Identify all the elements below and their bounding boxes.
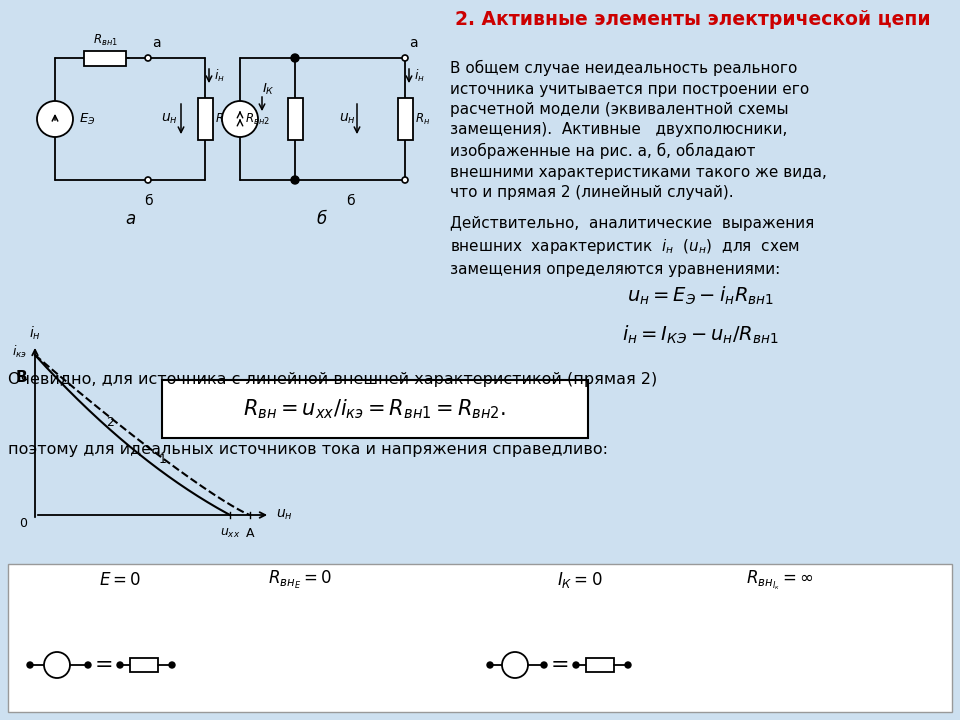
Text: б: б [346,194,354,208]
Circle shape [291,176,299,184]
Text: $i_{кэ}$: $i_{кэ}$ [12,344,27,360]
Text: Действительно,  аналитические  выражения
внешних  характеристик  $i_н$  ($u_н$) : Действительно, аналитические выражения в… [450,216,814,276]
Bar [198,98,212,140]
Text: б: б [144,194,153,208]
Text: $i_н$: $i_н$ [29,325,41,343]
Text: 0: 0 [19,517,27,530]
Bar [8,564,952,712]
Circle shape [573,662,579,668]
Text: $R_н$: $R_н$ [215,112,230,127]
Text: 1: 1 [158,453,166,466]
Bar [130,658,158,672]
Circle shape [222,101,258,137]
Text: $E = 0$: $E = 0$ [99,571,141,589]
Circle shape [117,662,123,668]
Text: $I_К$: $I_К$ [262,81,275,96]
Text: $R_н$: $R_н$ [415,112,430,127]
Bar [84,50,126,66]
Circle shape [402,177,408,183]
Text: $u_н$: $u_н$ [160,112,178,126]
Text: $u_н$: $u_н$ [339,112,355,126]
Text: б: б [317,210,327,228]
Text: $R_{вн} = u_{хх}/i_{кэ} = R_{вн1} = R_{вн2}.$: $R_{вн} = u_{хх}/i_{кэ} = R_{вн1} = R_{в… [244,397,507,420]
Text: B: B [15,369,27,384]
Text: 2: 2 [107,416,114,429]
Text: $R_{вн1}$: $R_{вн1}$ [92,33,117,48]
Circle shape [487,662,493,668]
Text: поэтому для идеальных источников тока и напряжения справедливо:: поэтому для идеальных источников тока и … [8,442,608,457]
Circle shape [502,652,528,678]
Text: 2. Активные элементы электрической цепи: 2. Активные элементы электрической цепи [455,10,931,29]
Circle shape [541,662,547,668]
Text: =: = [95,655,113,675]
Circle shape [169,662,175,668]
Circle shape [291,54,299,62]
Bar [397,98,413,140]
Text: $R_{вн2}$: $R_{вн2}$ [245,112,270,127]
Text: =: = [551,655,569,675]
Text: $u_н = E_Э - i_нR_{вн1}$: $u_н = E_Э - i_нR_{вн1}$ [627,285,774,307]
Circle shape [625,662,631,668]
Text: $u_{хх}$: $u_{хх}$ [220,527,240,540]
Text: $E_Э$: $E_Э$ [79,112,96,127]
FancyBboxPatch shape [162,380,588,438]
Circle shape [27,662,33,668]
Text: $I_К = 0$: $I_К = 0$ [557,570,603,590]
Text: а: а [125,210,135,228]
Text: а: а [152,36,160,50]
Circle shape [145,55,151,61]
Text: $i_н = I_{КЭ} - u_н/R_{вн1}$: $i_н = I_{КЭ} - u_н/R_{вн1}$ [622,324,779,346]
Text: Очевидно, для источника с линейной внешней характеристикой (прямая 2): Очевидно, для источника с линейной внешн… [8,372,658,387]
Bar [287,98,302,140]
Text: а: а [409,36,418,50]
Text: В общем случае неидеальность реального
источника учитывается при построении его
: В общем случае неидеальность реального и… [450,60,827,200]
Circle shape [402,55,408,61]
Bar [586,658,614,672]
Text: $i_н$: $i_н$ [414,68,425,84]
Circle shape [37,101,73,137]
Text: A: A [246,527,254,540]
Text: $R_{вн_{I_к}} = \infty$: $R_{вн_{I_к}} = \infty$ [746,568,814,592]
Text: $i_н$: $i_н$ [214,68,225,84]
Circle shape [145,177,151,183]
Circle shape [85,662,91,668]
Circle shape [44,652,70,678]
Text: $u_н$: $u_н$ [276,508,293,522]
Text: $R_{вн_E} = 0$: $R_{вн_E} = 0$ [268,569,332,591]
